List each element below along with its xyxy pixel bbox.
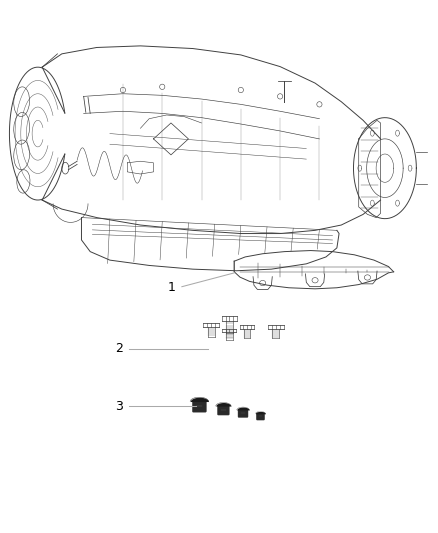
FancyBboxPatch shape <box>256 413 265 420</box>
FancyBboxPatch shape <box>217 405 230 415</box>
Text: 2: 2 <box>115 342 123 356</box>
FancyBboxPatch shape <box>192 400 206 412</box>
Text: 3: 3 <box>115 400 123 413</box>
Text: 1: 1 <box>167 281 175 294</box>
FancyBboxPatch shape <box>238 409 248 417</box>
